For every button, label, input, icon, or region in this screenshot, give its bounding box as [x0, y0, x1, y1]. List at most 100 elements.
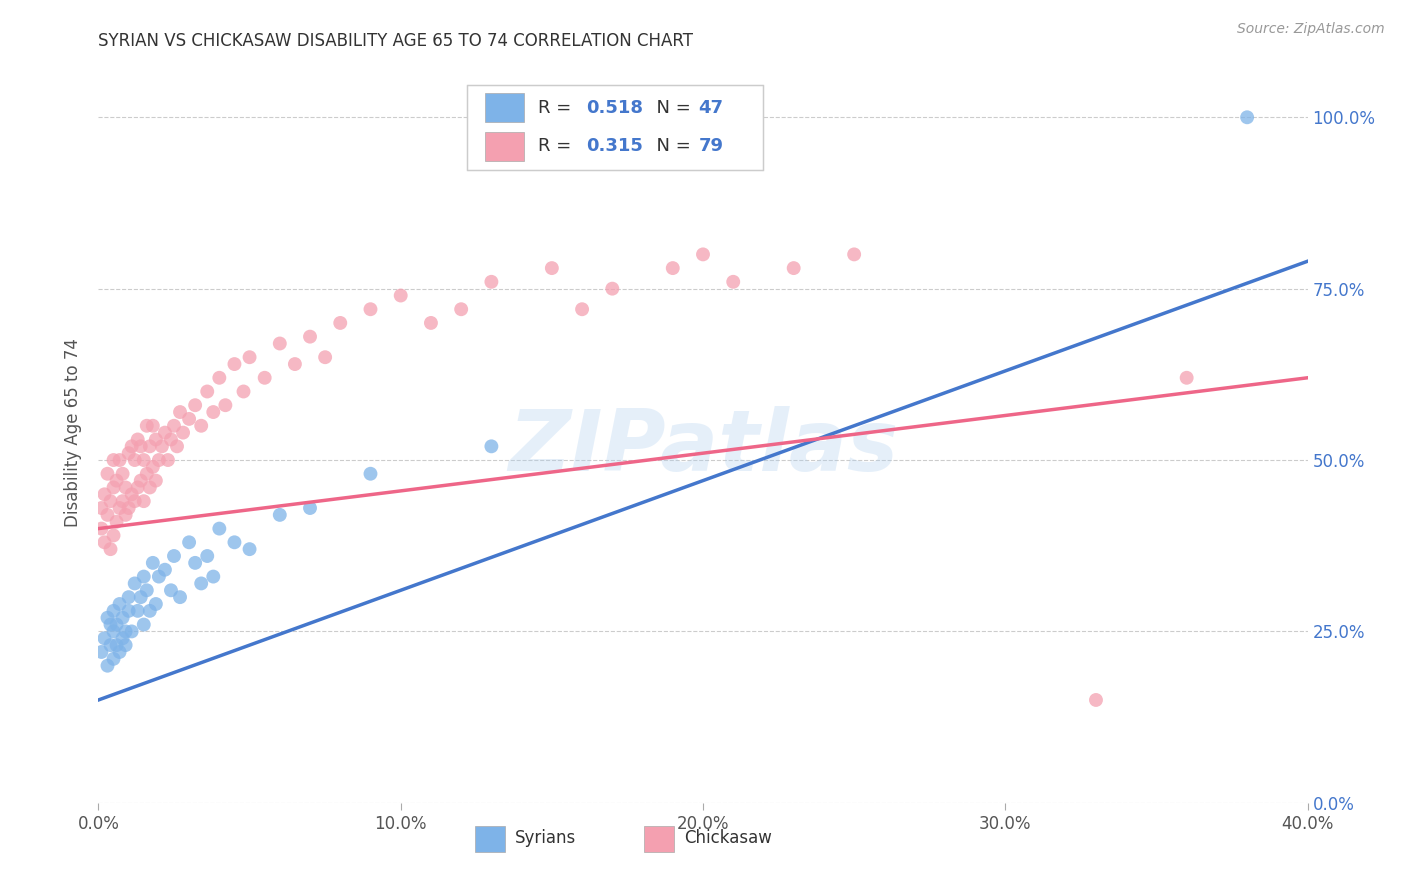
Point [108, 645, 131, 659]
Text: Source: ZipAtlas.com: Source: ZipAtlas.com [1237, 22, 1385, 37]
Point [153, 563, 176, 577]
Point [93, 632, 115, 646]
Point [114, 624, 136, 639]
Point [108, 501, 131, 516]
Point [111, 467, 134, 481]
Point [96, 610, 118, 624]
Point [190, 418, 212, 433]
Point [118, 604, 141, 618]
Point [100, 494, 122, 508]
Point [135, 583, 157, 598]
Point [661, 261, 683, 276]
Point [142, 418, 165, 433]
Point [108, 597, 131, 611]
Point [118, 446, 141, 460]
Point [269, 508, 291, 522]
Point [142, 459, 165, 474]
Point [1236, 110, 1258, 124]
Point [124, 453, 146, 467]
Point [602, 282, 624, 296]
Point [269, 336, 291, 351]
Text: SYRIAN VS CHICKASAW DISABILITY AGE 65 TO 74 CORRELATION CHART: SYRIAN VS CHICKASAW DISABILITY AGE 65 TO… [98, 32, 693, 50]
Point [96, 467, 118, 481]
Point [124, 576, 146, 591]
Point [299, 329, 322, 343]
Point [202, 405, 225, 419]
Point [103, 480, 125, 494]
Point [121, 439, 143, 453]
Point [148, 453, 170, 467]
Point [100, 617, 122, 632]
Point [723, 275, 745, 289]
Point [100, 542, 122, 557]
Point [184, 556, 207, 570]
Point [232, 384, 254, 399]
Point [224, 535, 246, 549]
Point [100, 638, 122, 652]
Point [163, 418, 186, 433]
Point [129, 474, 152, 488]
Point [127, 433, 149, 447]
Point [124, 494, 146, 508]
Point [132, 494, 155, 508]
Point [844, 247, 866, 261]
Point [139, 439, 162, 453]
Point [172, 425, 194, 440]
Text: ZIPatlas: ZIPatlas [508, 406, 898, 489]
Point [284, 357, 307, 371]
Point [90, 522, 112, 536]
Point [184, 398, 207, 412]
Point [145, 433, 167, 447]
Point [135, 467, 157, 481]
Point [129, 439, 152, 453]
Point [481, 275, 503, 289]
Point [127, 480, 149, 494]
Point [169, 590, 191, 604]
Point [114, 508, 136, 522]
Point [239, 542, 262, 557]
Point [118, 501, 141, 516]
Point [169, 405, 191, 419]
Point [202, 569, 225, 583]
Point [299, 501, 322, 516]
Point [214, 398, 236, 412]
Point [1085, 693, 1108, 707]
Point [139, 604, 162, 618]
Point [195, 384, 218, 399]
Point [163, 549, 186, 563]
Point [114, 638, 136, 652]
Point [360, 302, 382, 317]
Point [208, 371, 231, 385]
Point [103, 652, 125, 666]
Point [571, 302, 593, 317]
Point [103, 604, 125, 618]
Point [179, 535, 201, 549]
Point [93, 535, 115, 549]
Point [121, 487, 143, 501]
Point [314, 350, 336, 364]
Point [103, 453, 125, 467]
Point [105, 515, 128, 529]
Point [121, 624, 143, 639]
Point [111, 494, 134, 508]
Point [90, 501, 112, 516]
Point [1175, 371, 1198, 385]
Point [540, 261, 562, 276]
Point [156, 453, 179, 467]
Point [93, 487, 115, 501]
Point [360, 467, 382, 481]
Point [253, 371, 276, 385]
Point [160, 583, 183, 598]
Y-axis label: Disability Age 65 to 74: Disability Age 65 to 74 [65, 338, 83, 527]
Point [132, 617, 155, 632]
Point [160, 433, 183, 447]
Point [224, 357, 246, 371]
Point [111, 632, 134, 646]
Point [108, 453, 131, 467]
Point [118, 590, 141, 604]
Point [190, 576, 212, 591]
Point [127, 604, 149, 618]
Point [135, 418, 157, 433]
Point [166, 439, 188, 453]
Point [145, 474, 167, 488]
